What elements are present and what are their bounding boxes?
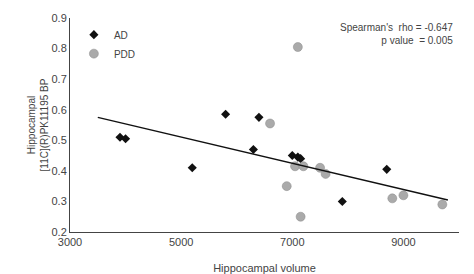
svg-text:9000: 9000 bbox=[391, 236, 415, 248]
svg-text:0.4: 0.4 bbox=[52, 165, 67, 177]
svg-text:0.9: 0.9 bbox=[52, 12, 67, 24]
svg-text:0.8: 0.8 bbox=[52, 42, 67, 54]
svg-text:AD: AD bbox=[114, 30, 128, 41]
svg-text:0.7: 0.7 bbox=[52, 73, 67, 85]
svg-text:Hippocampal volume: Hippocampal volume bbox=[213, 262, 316, 274]
svg-text:0.3: 0.3 bbox=[52, 195, 67, 207]
svg-text:PDD: PDD bbox=[114, 49, 135, 60]
svg-text:5000: 5000 bbox=[169, 236, 193, 248]
svg-text:0.2: 0.2 bbox=[52, 226, 67, 238]
svg-text:3000: 3000 bbox=[58, 236, 82, 248]
svg-text:0.6: 0.6 bbox=[52, 104, 67, 116]
svg-text:0.5: 0.5 bbox=[52, 134, 67, 146]
svg-text:Spearman's rho = -0.647p valu: Spearman's rho = -0.647p value = 0.005 bbox=[340, 22, 453, 46]
svg-text:Hippocampal[11C](R)PK11195 BP: Hippocampal[11C](R)PK11195 BP bbox=[26, 78, 50, 171]
svg-text:7000: 7000 bbox=[280, 236, 304, 248]
